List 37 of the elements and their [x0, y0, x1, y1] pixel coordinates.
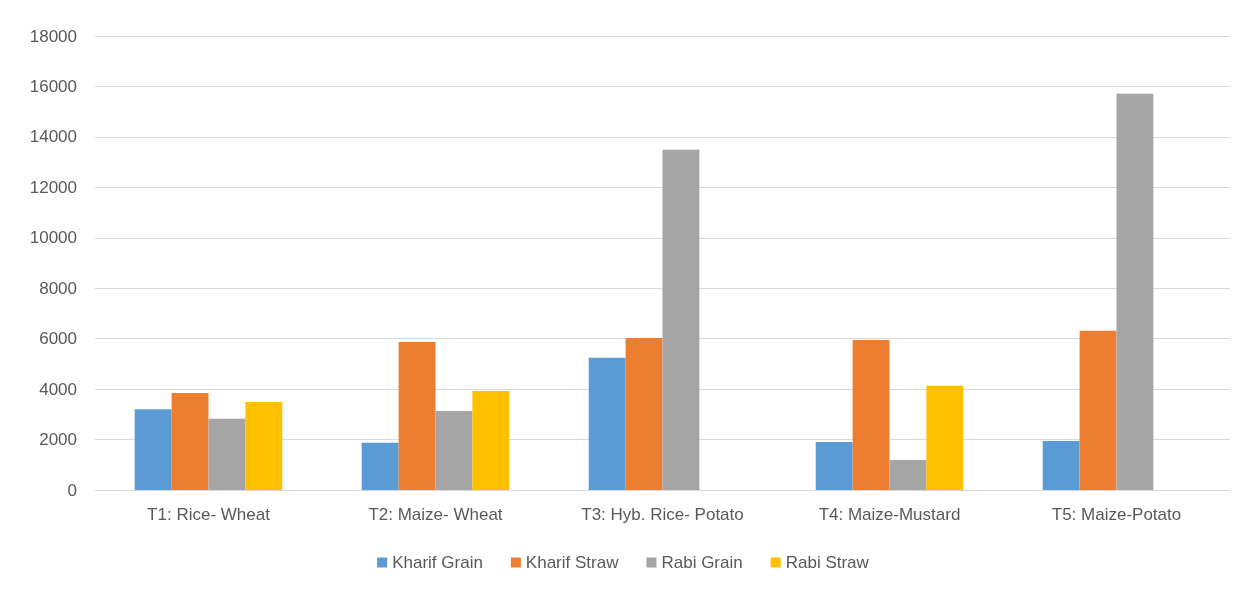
bar [1042, 441, 1080, 490]
y-tick-label: 16000 [29, 76, 77, 96]
bar [361, 442, 399, 490]
bar [134, 409, 172, 490]
y-tick-label: 0 [67, 480, 77, 500]
bar [852, 339, 890, 490]
legend-label: Rabi Straw [785, 553, 870, 572]
y-tick-label: 12000 [29, 177, 77, 197]
y-tick-label: 4000 [39, 379, 77, 399]
bar [171, 392, 209, 490]
bar [662, 149, 700, 490]
bar [1116, 93, 1154, 490]
bar [245, 401, 283, 490]
bar [815, 442, 853, 490]
bar [625, 337, 663, 490]
x-tick-label: T3: Hyb. Rice- Potato [581, 505, 744, 524]
x-tick-label: T1: Rice- Wheat [147, 505, 271, 524]
legend-label: Rabi Grain [661, 553, 743, 572]
y-tick-label: 2000 [39, 430, 77, 450]
bar [926, 385, 964, 490]
y-tick-label: 6000 [39, 329, 77, 349]
x-tick-label: T2: Maize- Wheat [368, 505, 503, 524]
bar [1079, 330, 1117, 490]
legend-label: Kharif Grain [392, 553, 483, 572]
x-tick-label: T4: Maize-Mustard [818, 505, 961, 524]
y-tick-label: 14000 [29, 127, 77, 147]
bar [588, 357, 626, 490]
x-tick-label: T5: Maize-Potato [1051, 505, 1182, 524]
bar [472, 390, 510, 490]
y-tick-label: 10000 [29, 228, 77, 248]
legend-label: Kharif Straw [525, 553, 620, 572]
bar [435, 411, 473, 490]
bar [398, 341, 436, 490]
y-tick-label: 8000 [39, 278, 77, 298]
bar [208, 418, 246, 490]
y-tick-label: 18000 [29, 26, 77, 46]
bar [889, 459, 927, 490]
